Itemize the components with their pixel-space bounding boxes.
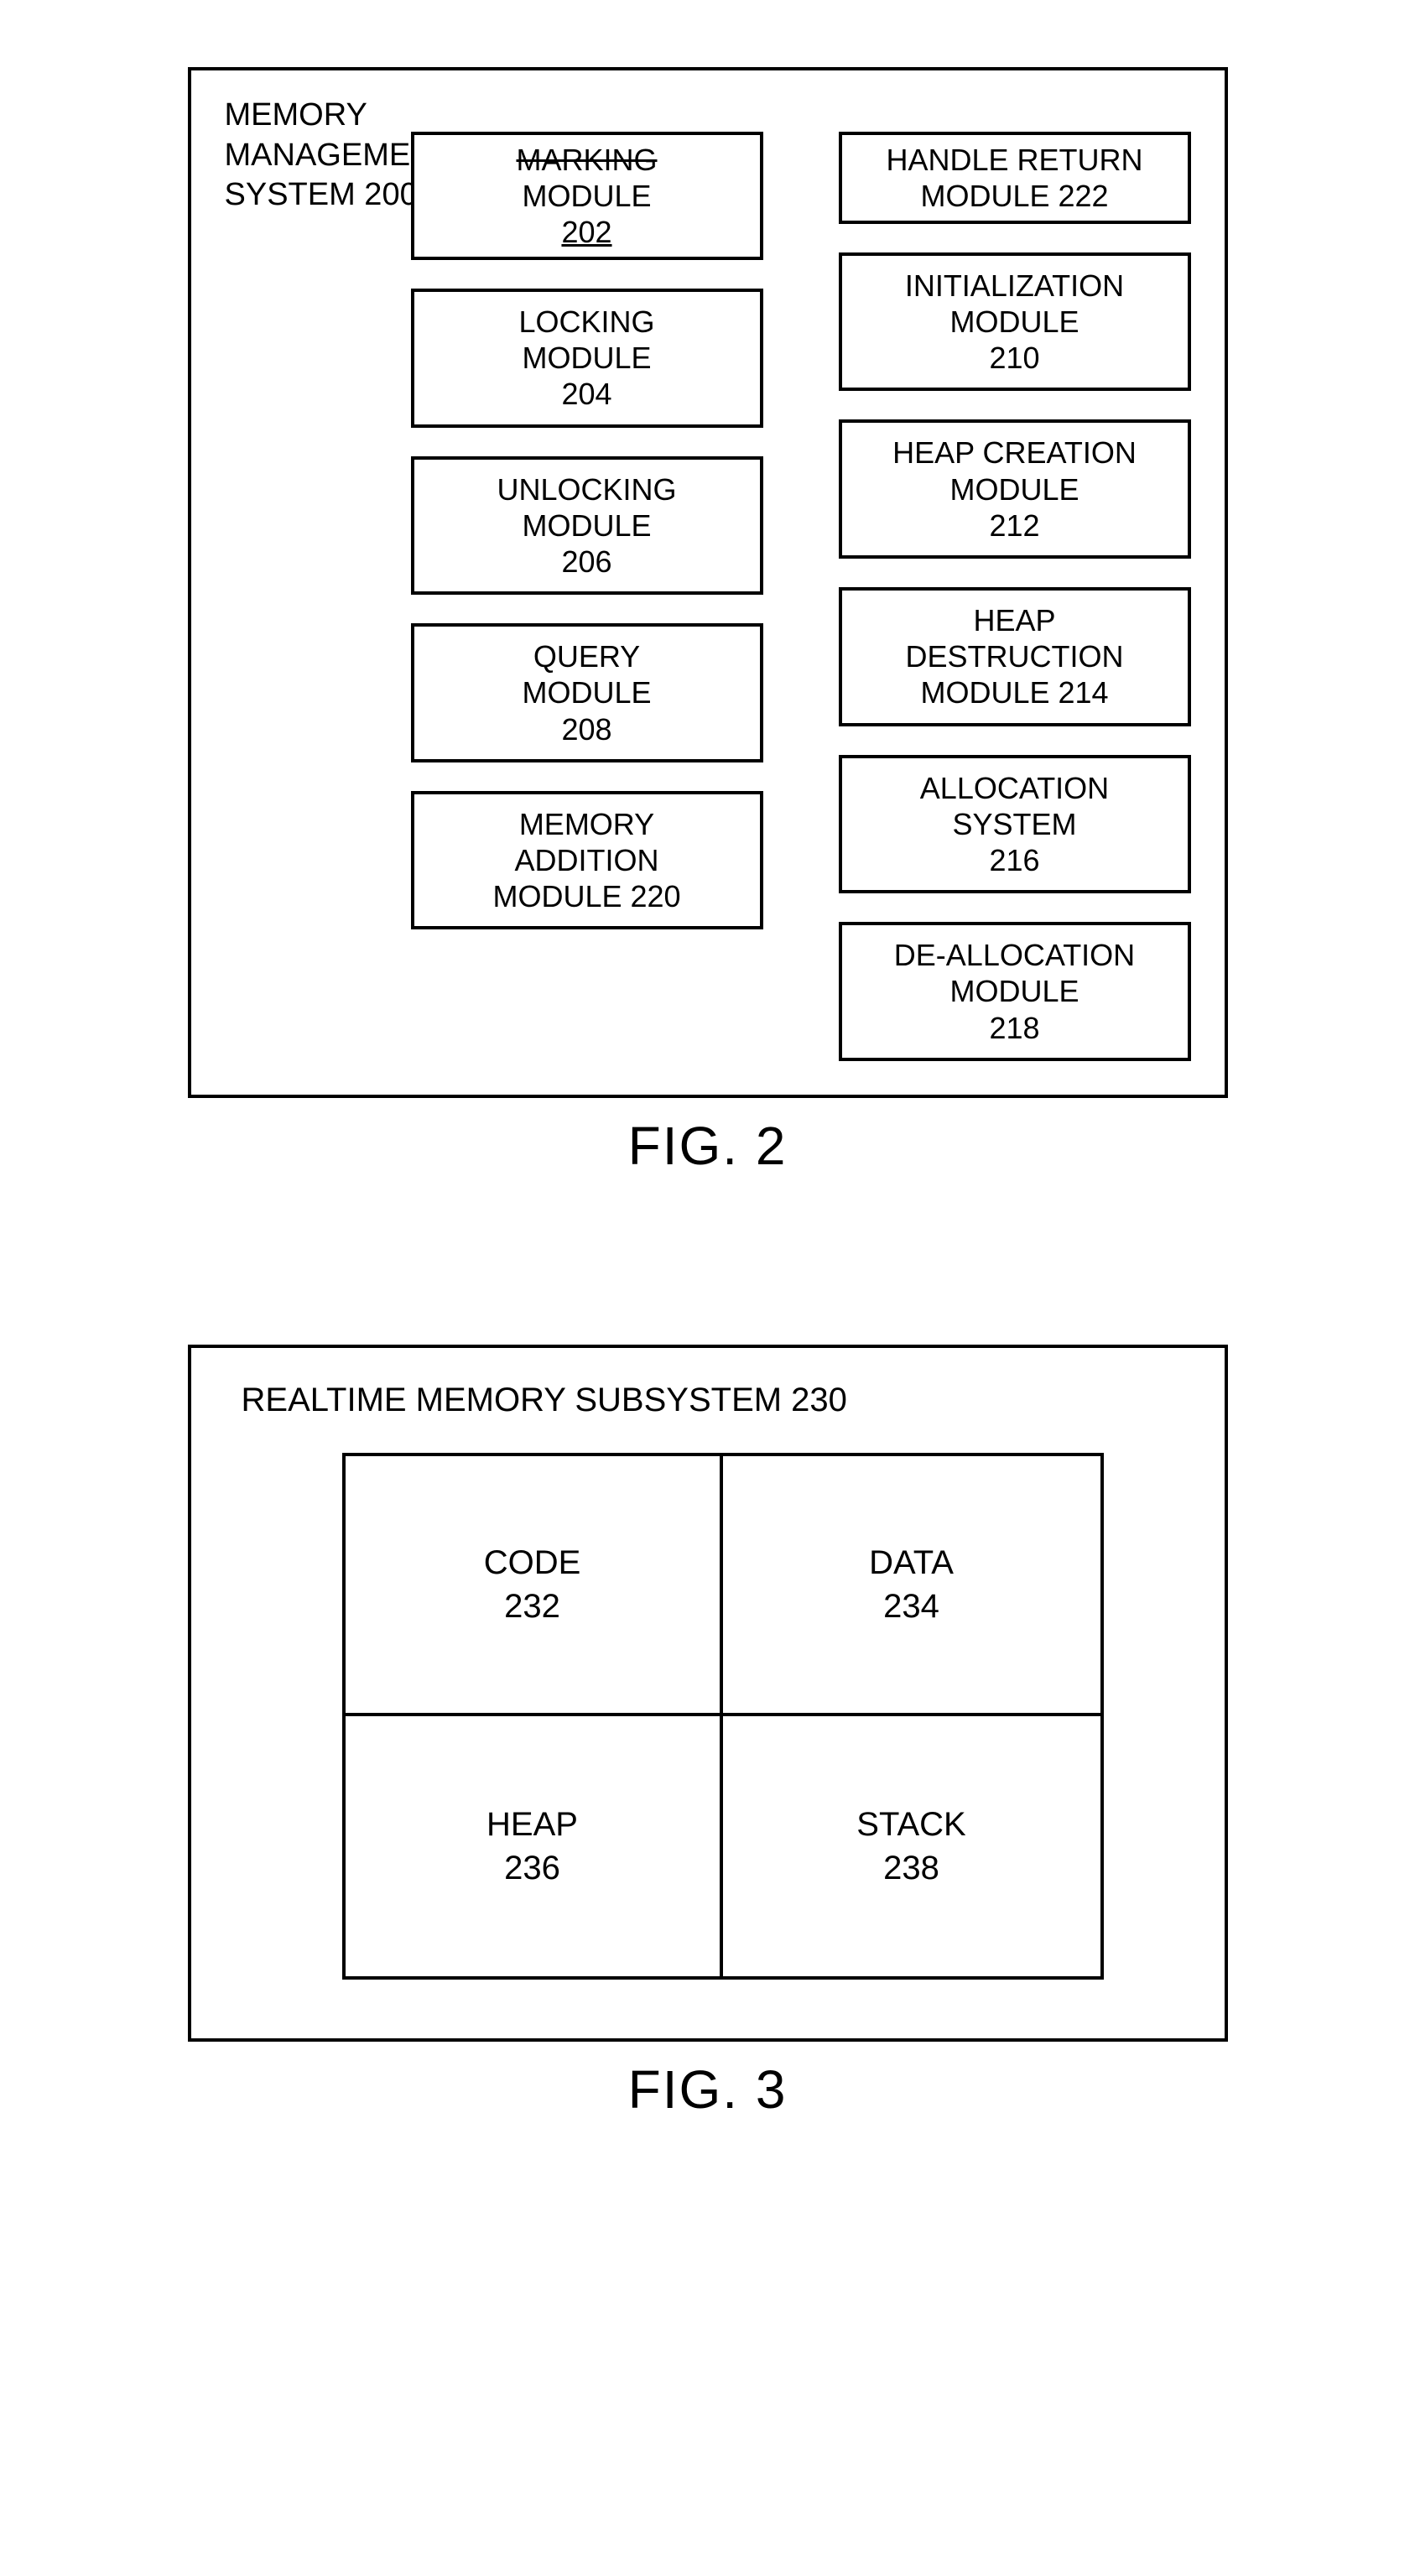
module-box: HEAPDESTRUCTIONMODULE 214 <box>839 587 1191 726</box>
module-box: QUERYMODULE208 <box>411 623 763 762</box>
figure-2: MEMORY MANAGEMENT SYSTEM 200 MARKINGMODU… <box>101 67 1314 1177</box>
module-line: MODULE 214 <box>920 675 1108 710</box>
fig3-title: REALTIME MEMORY SUBSYSTEM 230 <box>242 1382 1174 1419</box>
module-line: MODULE <box>949 304 1079 339</box>
module-line: DE-ALLOCATION <box>894 938 1135 972</box>
module-line: 204 <box>561 377 611 411</box>
module-box: HANDLE RETURNMODULE 222 <box>839 132 1191 224</box>
module-line: 206 <box>561 544 611 579</box>
fig3-caption: FIG. 3 <box>628 2058 788 2121</box>
fig3-cell-label: CODE <box>484 1541 581 1585</box>
module-line: ADDITION <box>514 843 658 877</box>
fig3-cell-num: 236 <box>504 1846 560 1890</box>
fig3-cell-label: HEAP <box>486 1803 578 1846</box>
module-box: ALLOCATIONSYSTEM216 <box>839 755 1191 894</box>
fig3-cell-label: STACK <box>856 1803 965 1846</box>
fig2-columns: MARKINGMODULE202LOCKINGMODULE204UNLOCKIN… <box>225 132 1191 1061</box>
module-line: HANDLE RETURN <box>886 143 1142 177</box>
fig3-cell-data: DATA 234 <box>723 1456 1100 1716</box>
fig3-cell-label: DATA <box>869 1541 954 1585</box>
module-line: 202 <box>561 215 611 249</box>
module-line: DESTRUCTION <box>906 639 1124 674</box>
fig3-cell-num: 234 <box>883 1585 939 1628</box>
module-line: ALLOCATION <box>920 771 1109 805</box>
module-line: MODULE <box>949 974 1079 1008</box>
module-line: MODULE 220 <box>492 879 680 913</box>
figure-3: REALTIME MEMORY SUBSYSTEM 230 CODE 232 D… <box>101 1345 1314 2121</box>
module-line: MODULE <box>522 341 651 375</box>
fig3-cell-code: CODE 232 <box>346 1456 723 1716</box>
module-line: MODULE <box>522 179 651 213</box>
module-line: 216 <box>989 843 1039 877</box>
module-line: UNLOCKING <box>497 472 676 507</box>
module-box: INITIALIZATIONMODULE210 <box>839 252 1191 392</box>
fig3-grid: CODE 232 DATA 234 HEAP 236 STACK 238 <box>342 1453 1104 1980</box>
fig2-title-l3: SYSTEM 200 <box>225 177 418 212</box>
fig3-cell-heap: HEAP 236 <box>346 1716 723 1976</box>
fig3-cell-stack: STACK 238 <box>723 1716 1100 1976</box>
module-line: 208 <box>561 712 611 747</box>
module-box: MEMORYADDITIONMODULE 220 <box>411 791 763 930</box>
fig3-cell-num: 238 <box>883 1846 939 1890</box>
fig2-caption: FIG. 2 <box>628 1115 788 1177</box>
fig2-right-col: HANDLE RETURNMODULE 222INITIALIZATIONMOD… <box>839 132 1191 1061</box>
module-line: MODULE <box>949 472 1079 507</box>
module-line: MODULE <box>522 675 651 710</box>
fig2-outer-box: MEMORY MANAGEMENT SYSTEM 200 MARKINGMODU… <box>188 67 1228 1098</box>
module-line: 210 <box>989 341 1039 375</box>
module-line: SYSTEM <box>952 807 1076 841</box>
module-line: HEAP CREATION <box>892 435 1137 470</box>
module-line: MODULE <box>522 508 651 543</box>
fig3-outer-box: REALTIME MEMORY SUBSYSTEM 230 CODE 232 D… <box>188 1345 1228 2042</box>
module-line: INITIALIZATION <box>905 268 1124 303</box>
fig2-title-l1: MEMORY <box>225 97 367 133</box>
module-line: MODULE 222 <box>920 179 1108 213</box>
module-box: DE-ALLOCATIONMODULE218 <box>839 922 1191 1061</box>
fig3-cell-num: 232 <box>504 1585 560 1628</box>
module-line: MEMORY <box>519 807 654 841</box>
fig2-left-col: MARKINGMODULE202LOCKINGMODULE204UNLOCKIN… <box>411 132 763 1061</box>
module-box: HEAP CREATIONMODULE212 <box>839 419 1191 559</box>
module-line: HEAP <box>973 603 1055 637</box>
module-box: LOCKINGMODULE204 <box>411 289 763 428</box>
module-line: MARKING <box>516 143 657 177</box>
module-line: LOCKING <box>518 304 654 339</box>
module-box: UNLOCKINGMODULE206 <box>411 456 763 596</box>
module-line: 212 <box>989 508 1039 543</box>
module-line: QUERY <box>533 639 640 674</box>
module-box: MARKINGMODULE202 <box>411 132 763 261</box>
module-line: 218 <box>989 1011 1039 1045</box>
